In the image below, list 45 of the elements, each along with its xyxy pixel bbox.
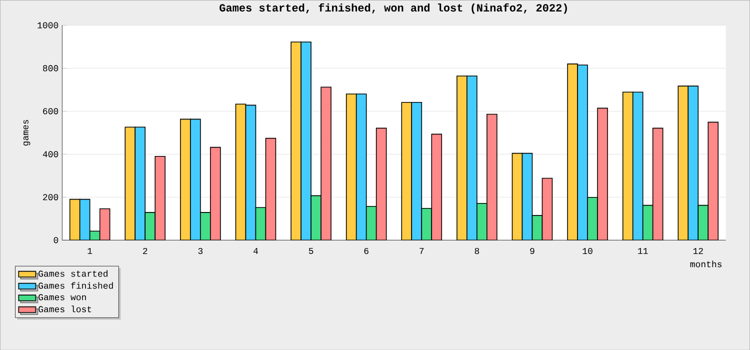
x-tick-label: 4 [253,248,258,254]
x-tick-label: 11 [638,248,648,254]
x-tick-label: 2 [143,248,148,254]
bar [69,198,80,240]
bar [688,86,699,240]
y-tick-label: 600 [43,108,58,114]
x-tick-label: 10 [582,248,592,254]
x-tick-label: 8 [474,248,480,254]
bar [366,206,377,240]
y-tick-label: 0 [54,236,58,244]
bar [376,128,387,240]
bar [356,93,367,240]
bar [99,208,110,240]
chart-title: Games started, finished, won and lost (Ninafo2, 2022) [220,3,567,14]
bar [532,214,543,240]
bar [265,138,276,240]
x-tick-label: 5 [308,248,314,254]
legend-label: Games finished [38,282,113,289]
bar [300,41,312,240]
y-tick-label: 800 [43,65,58,72]
legend-label: Games started [38,270,108,277]
bar [245,104,256,240]
x-axis-title: months [690,260,722,268]
bar [522,152,533,240]
x-tick-label: 7 [420,248,424,254]
y-tick-label: 1000 [38,22,58,28]
bar [512,152,523,240]
y-axis-title: games [23,120,30,146]
bar [698,204,709,240]
bar [290,41,302,240]
bar [652,128,664,240]
legend-label: Games lost [38,306,92,312]
x-tick-label: 6 [364,248,368,254]
bar [235,104,246,240]
y-tick-label: 400 [42,150,58,158]
x-tick-label: 12 [693,248,703,254]
x-tick-label: 3 [198,248,203,254]
legend-label: Games won [38,294,86,300]
bar [79,198,90,240]
bar [542,178,553,240]
y-tick-label: 200 [43,194,58,200]
bar [678,86,689,240]
x-tick-label: 1 [88,248,92,254]
x-tick-label: 9 [530,248,534,254]
bar [255,206,266,240]
